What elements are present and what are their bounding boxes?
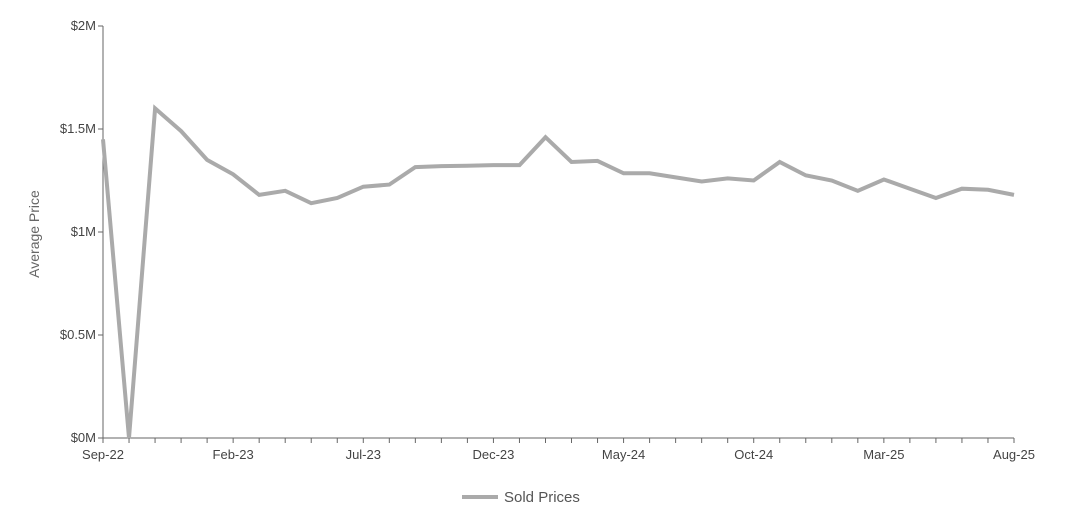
- data-point[interactable]: [306, 198, 316, 208]
- x-axis: Sep-22 Feb-23 Jul-23 Dec-23 May-24 Oct-24 Mar-…: [82, 437, 1035, 462]
- x-tick-label: Dec-23: [472, 447, 514, 462]
- x-tick-label: Feb-23: [213, 447, 254, 462]
- data-point[interactable]: [124, 433, 134, 443]
- data-point[interactable]: [905, 184, 915, 194]
- data-point[interactable]: [723, 173, 733, 183]
- data-point[interactable]: [436, 161, 446, 171]
- y-tick-label: $2M: [71, 18, 96, 33]
- data-point[interactable]: [514, 160, 524, 170]
- x-tick-label: Jul-23: [346, 447, 381, 462]
- data-point[interactable]: [957, 184, 967, 194]
- y-axis-title: Average Price: [26, 190, 42, 278]
- y-tick-label: $1.5M: [60, 121, 96, 136]
- x-tick-label: Mar-25: [863, 447, 904, 462]
- data-point[interactable]: [853, 186, 863, 196]
- data-point[interactable]: [827, 176, 837, 186]
- x-tick-label: Oct-24: [734, 447, 773, 462]
- data-point[interactable]: [931, 193, 941, 203]
- data-point[interactable]: [619, 168, 629, 178]
- data-point[interactable]: [176, 126, 186, 136]
- x-tick-label: May-24: [602, 447, 645, 462]
- x-tick-label: Sep-22: [82, 447, 124, 462]
- series-line-sold-prices[interactable]: [101, 104, 1015, 439]
- data-point[interactable]: [488, 160, 498, 170]
- data-point[interactable]: [697, 177, 707, 187]
- data-point[interactable]: [801, 170, 811, 180]
- data-point[interactable]: [254, 190, 264, 200]
- series-layer: [98, 103, 1019, 443]
- data-point[interactable]: [540, 132, 550, 142]
- data-point[interactable]: [1009, 190, 1019, 200]
- data-point[interactable]: [879, 174, 889, 184]
- data-point[interactable]: [228, 169, 238, 179]
- data-point[interactable]: [983, 185, 993, 195]
- data-point[interactable]: [384, 180, 394, 190]
- data-point[interactable]: [358, 182, 368, 192]
- x-tick-label: Aug-25: [993, 447, 1035, 462]
- y-tick-label: $0M: [71, 430, 96, 445]
- data-point[interactable]: [202, 155, 212, 165]
- data-point[interactable]: [98, 134, 108, 144]
- data-point[interactable]: [332, 193, 342, 203]
- legend-label-sold-prices: Sold Prices: [504, 489, 580, 506]
- data-point[interactable]: [593, 156, 603, 166]
- data-point[interactable]: [150, 103, 160, 113]
- data-point[interactable]: [671, 172, 681, 182]
- legend[interactable]: Sold Prices: [462, 489, 580, 506]
- data-point[interactable]: [567, 157, 577, 167]
- data-point[interactable]: [749, 176, 759, 186]
- y-tick-label: $1M: [71, 224, 96, 239]
- data-point[interactable]: [775, 157, 785, 167]
- data-point[interactable]: [645, 168, 655, 178]
- data-point[interactable]: [280, 186, 290, 196]
- y-tick-label: $0.5M: [60, 327, 96, 342]
- data-point[interactable]: [410, 162, 420, 172]
- data-point[interactable]: [462, 161, 472, 171]
- y-axis: $0M $0.5M $1M $1.5M $2M: [60, 18, 104, 445]
